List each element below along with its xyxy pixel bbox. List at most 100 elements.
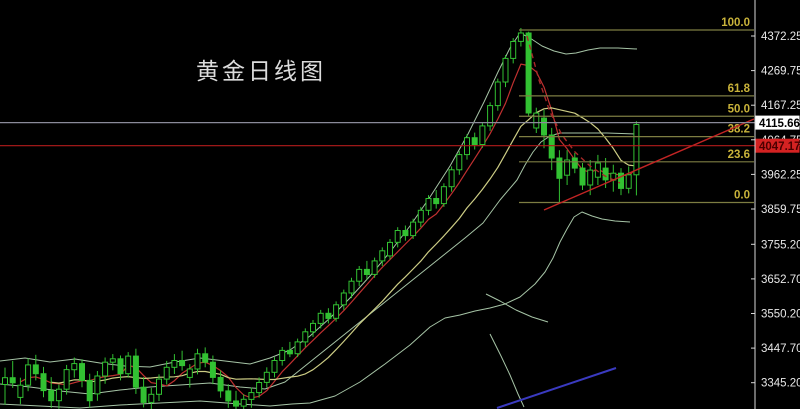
candle-body	[179, 360, 186, 367]
fib-label: 0.0	[734, 190, 750, 202]
candle-body	[286, 349, 293, 355]
candle-body	[564, 159, 571, 176]
fib-label: 38.2	[728, 124, 750, 136]
candle-body	[117, 358, 124, 375]
axis-price-label: 4167.25	[761, 100, 800, 112]
candle-body	[209, 361, 216, 378]
candle-body	[302, 331, 309, 343]
candle-body	[394, 230, 401, 243]
candle-body	[86, 379, 93, 402]
candle-body	[525, 32, 532, 114]
candle-body	[225, 390, 232, 402]
candle-body	[217, 376, 224, 392]
candle-body	[48, 390, 55, 402]
candle-body	[556, 157, 563, 179]
red-price-box-label: 4047.17	[759, 141, 800, 153]
candle-body	[256, 382, 263, 394]
candle-body	[325, 312, 332, 319]
candle-body	[579, 167, 586, 186]
red-price-box: 4047.17	[755, 138, 800, 153]
candle-body	[417, 209, 424, 223]
candle-body	[387, 241, 393, 257]
candle-body	[194, 353, 201, 370]
candle-body	[625, 174, 632, 189]
candle-body	[310, 322, 316, 333]
candle-body	[71, 363, 78, 371]
candle-body	[171, 360, 178, 368]
candle-body	[363, 268, 370, 275]
candle-body	[433, 198, 440, 205]
candle-body	[202, 353, 209, 363]
candle-body	[140, 386, 147, 403]
candle-body	[2, 377, 8, 386]
candle-body	[94, 375, 101, 395]
axis-price-label: 3755.20	[761, 239, 800, 251]
candle-body	[348, 280, 355, 294]
candle-body	[356, 268, 363, 282]
candle-body	[148, 393, 155, 403]
candle-body	[371, 260, 378, 275]
white-price-box-bg	[755, 115, 800, 130]
candle-body	[279, 349, 286, 361]
fib-label: 50.0	[728, 103, 750, 115]
candle-body	[517, 32, 524, 42]
candle-body	[163, 366, 170, 380]
candle-body	[132, 355, 139, 388]
candle-body	[456, 154, 463, 171]
candle-body	[440, 186, 447, 205]
white-price-box-label: 4115.66	[759, 118, 800, 130]
candles-layer	[2, 28, 640, 409]
fib-label: 100.0	[721, 17, 750, 29]
candle-body	[40, 373, 47, 392]
axis-price-label: 4269.75	[761, 66, 800, 78]
candle-body	[25, 364, 32, 386]
candle-body	[587, 169, 594, 186]
axis-price-label: 3550.20	[761, 309, 800, 321]
axis-price-label: 3859.75	[761, 204, 800, 216]
candle-body	[494, 81, 501, 107]
candle-body	[263, 371, 270, 383]
red-price-box-bg	[755, 138, 800, 153]
candle-body	[510, 41, 517, 59]
candle-body	[379, 250, 386, 262]
axis-price-label: 4372.25	[761, 31, 800, 43]
axis-price-label: 3962.25	[761, 169, 800, 181]
blue-trendline	[496, 367, 617, 409]
ascending-trendline	[543, 118, 755, 211]
candle-body	[425, 198, 432, 211]
candle-body	[487, 105, 494, 127]
candle-body	[233, 400, 239, 407]
candle-body	[548, 134, 555, 159]
candle-body	[333, 304, 340, 319]
candle-body	[102, 361, 109, 377]
ma-slow-line	[51, 107, 637, 384]
candle-body	[317, 312, 324, 324]
candle-body	[571, 157, 578, 169]
candle-body	[32, 364, 39, 375]
axis-price-label: 3345.20	[761, 378, 800, 390]
fib-label: 23.6	[728, 149, 750, 161]
candle-body	[541, 117, 547, 136]
candle-body	[502, 57, 509, 83]
candle-body	[410, 221, 417, 237]
candle-body	[602, 167, 609, 181]
candle-body	[17, 384, 24, 398]
candle-body	[402, 230, 409, 237]
candle-body	[533, 112, 540, 129]
candle-body	[9, 377, 16, 384]
candle-body	[271, 360, 278, 373]
white-price-box: 4115.66	[755, 115, 800, 130]
fib-label: 61.8	[728, 83, 751, 95]
candle-body	[448, 169, 455, 188]
candle-body	[618, 172, 624, 189]
candle-body	[63, 369, 70, 390]
candle-body	[55, 388, 62, 402]
candle-body	[294, 341, 301, 355]
candle-body	[240, 398, 247, 407]
dashed-trend-line	[526, 35, 621, 184]
candle-body	[479, 125, 486, 146]
candle-body	[109, 358, 116, 363]
axis-price-label: 3447.70	[761, 343, 800, 355]
